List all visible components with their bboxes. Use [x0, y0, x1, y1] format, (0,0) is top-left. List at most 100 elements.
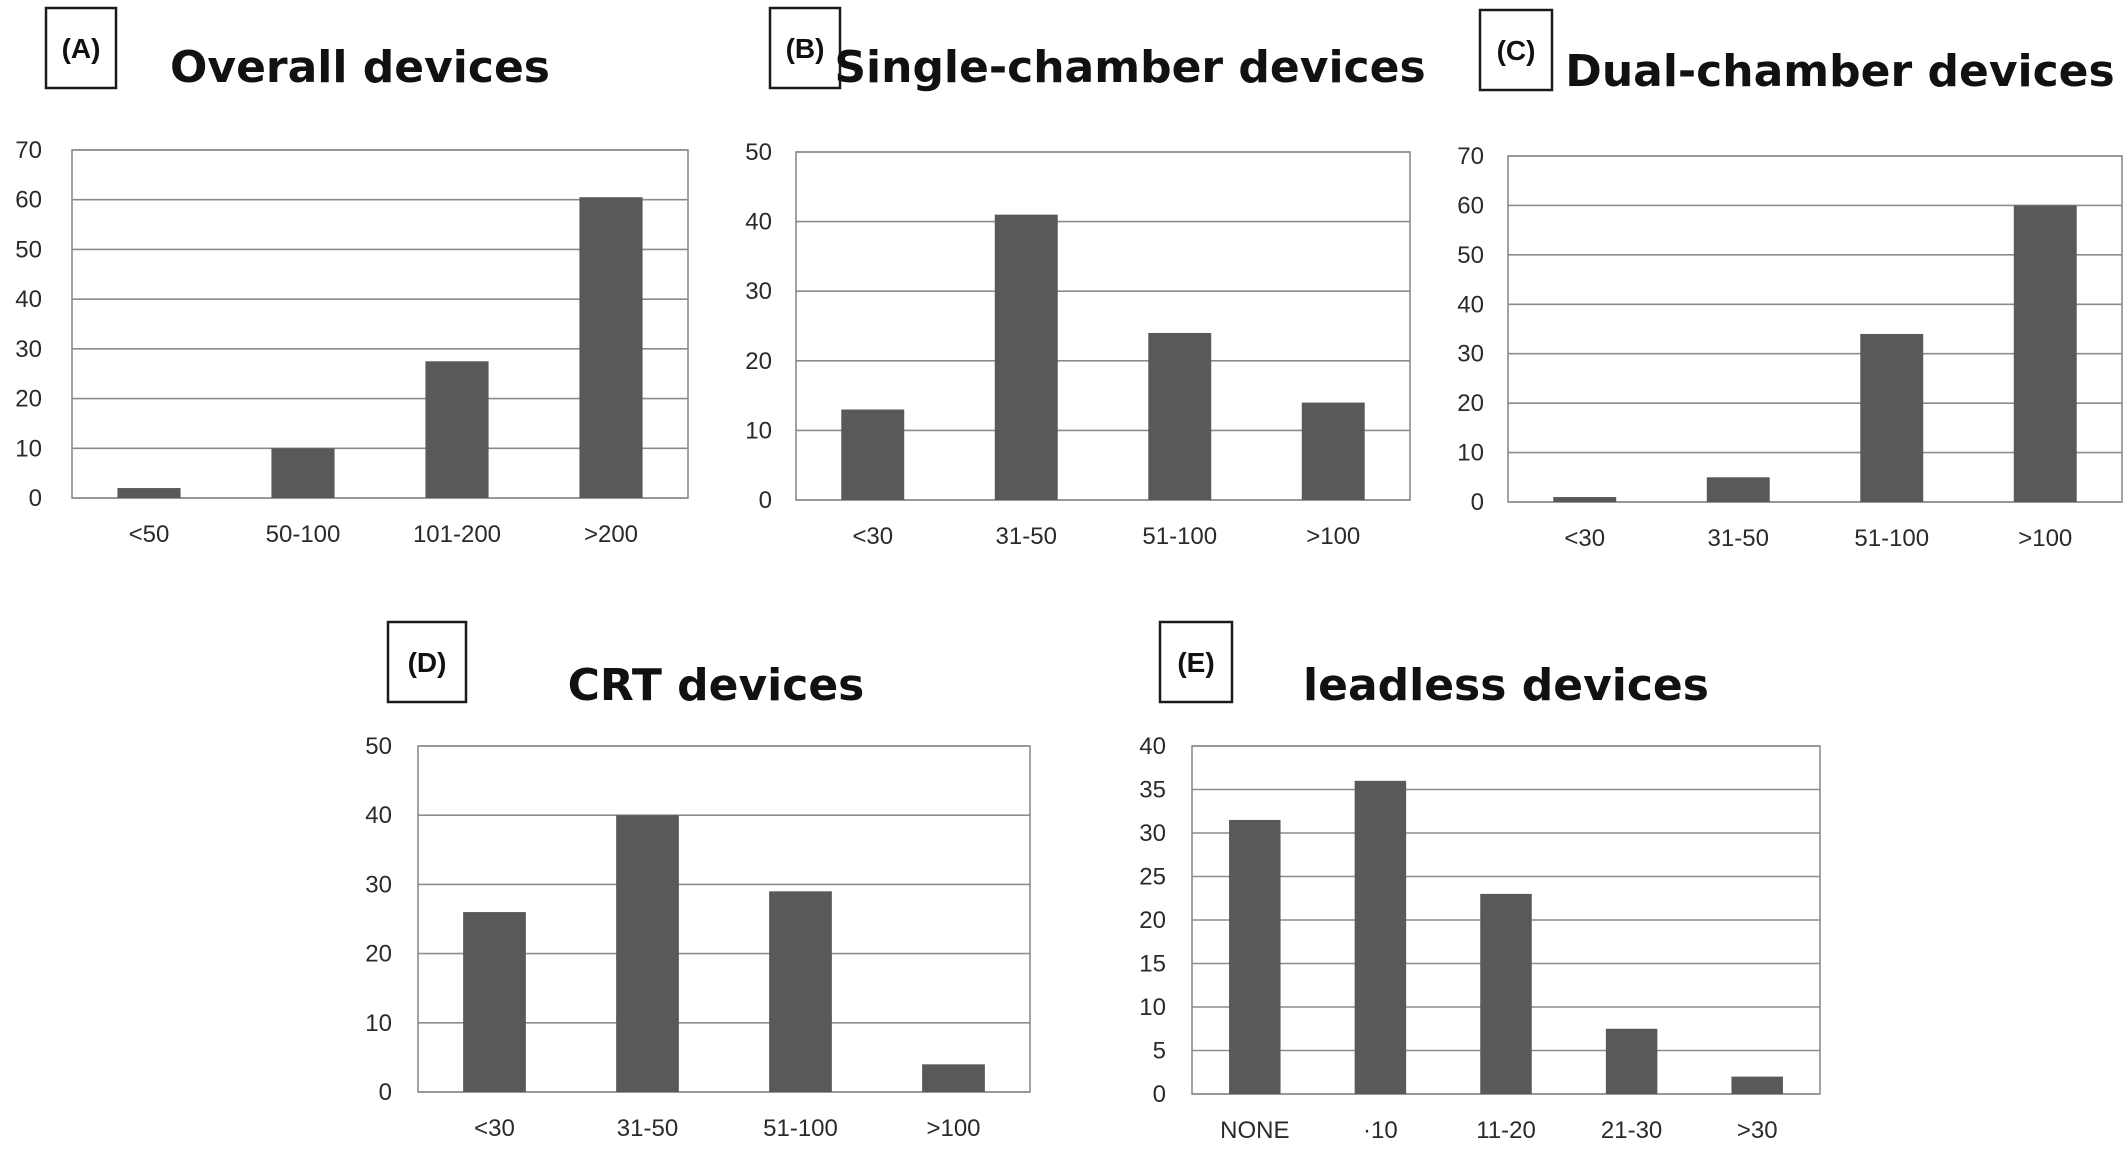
panel-b-chart: (B) Single-chamber devices 0 10 20 30 40 50 <30 3…: [745, 6, 1426, 550]
panel-d-y-tick-label: 40: [365, 802, 392, 829]
panel-c-x-tick-label: >100: [2018, 525, 2072, 552]
panel-d-x-tick-label: <30: [474, 1115, 515, 1142]
panel-c-chart: (C) Dual-chamber devices 0 10 20 30 40 50 60 70 <3…: [1457, 8, 2123, 552]
panel-d-y-tick-label: 10: [365, 1010, 392, 1037]
panel-a-y-tick-label: 20: [15, 386, 42, 413]
panel-e-tag-label: (E): [1177, 647, 1214, 678]
panel-e-bar: [1605, 1028, 1658, 1094]
panel-a-tag-box: [44, 6, 118, 90]
panel-c-bar: [1860, 333, 1924, 502]
panel-e-y-tick-label: 25: [1139, 864, 1166, 891]
panel-e-x-tick-label: ·10: [1363, 1117, 1398, 1144]
panel-e-bar: [1229, 819, 1281, 1094]
panel-b-title: Single-chamber devices: [834, 42, 1425, 93]
panel-e-y-tick-label: 5: [1153, 1038, 1166, 1065]
panel-d-tag-label: (D): [408, 647, 447, 678]
panel-a-chart: (A) Overall devices 0 10 20 30 40 50 60 70 <50 50-1…: [15, 6, 689, 548]
panel-e-y-tick-label: 30: [1139, 820, 1166, 847]
panel-c-y-tick-label: 50: [1457, 242, 1484, 269]
panel-c-y-tick-label: 30: [1457, 341, 1484, 368]
panel-e-y-tick-label: 40: [1139, 733, 1166, 760]
panel-a-bar: [579, 197, 643, 498]
panel-a-y-tick-label: 50: [15, 236, 42, 263]
panel-c-bar: [2013, 205, 2077, 502]
panel-a-y-tick-label: 70: [15, 137, 42, 164]
panel-d-x-tick-label: 31-50: [617, 1115, 678, 1142]
panel-c-x-tick-label: 51-100: [1854, 525, 1929, 552]
panel-d-x-tick-label: 51-100: [763, 1115, 838, 1142]
panel-b-y-tick-label: 10: [745, 417, 772, 444]
panel-a-y-tick-label: 30: [15, 336, 42, 363]
panel-a-bar: [425, 361, 489, 498]
panel-d-bar: [922, 1064, 985, 1092]
panel-c-bar: [1706, 477, 1770, 502]
panel-e-x-tick-label: 21-30: [1601, 1117, 1662, 1144]
panel-e-title: leadless devices: [1303, 660, 1709, 711]
panel-e-y-tick-label: 10: [1139, 994, 1166, 1021]
panel-a-y-tick-label: 10: [15, 435, 42, 462]
panel-e-bar: [1480, 893, 1532, 1094]
panel-b-y-tick-label: 30: [745, 278, 772, 305]
panel-b-x-tick-label: <30: [852, 523, 893, 550]
panel-b-tag-box: [768, 6, 842, 90]
panel-c-y-tick-label: 20: [1457, 390, 1484, 417]
panel-d-bar: [616, 815, 679, 1092]
panel-e-y-tick-label: 15: [1139, 951, 1166, 978]
panel-e-y-tick-label: 0: [1153, 1081, 1166, 1108]
panel-b-bar: [1148, 332, 1212, 500]
panel-d-y-tick-label: 0: [379, 1079, 392, 1106]
panel-b-y-tick-label: 20: [745, 348, 772, 375]
panel-a-tag-label: (A): [62, 33, 101, 64]
panel-e-x-tick-label: NONE: [1220, 1117, 1289, 1144]
panel-c-x-tick-label: <30: [1564, 525, 1605, 552]
panel-d-y-tick-label: 20: [365, 941, 392, 968]
panel-a-title: Overall devices: [170, 42, 550, 93]
panel-d-bar: [769, 891, 832, 1092]
panel-a-x-tick-label: <50: [129, 521, 170, 548]
panel-b-bar: [1301, 402, 1365, 500]
panel-c-tag-box: [1478, 8, 1554, 92]
panel-a-bar: [271, 448, 335, 498]
panel-c-y-tick-label: 0: [1471, 489, 1484, 516]
panel-d-title: CRT devices: [568, 660, 865, 711]
panel-b-bar: [841, 409, 905, 500]
panel-c-y-tick-label: 40: [1457, 291, 1484, 318]
panel-d-tag-box: [386, 620, 468, 704]
panel-c-y-tick-label: 70: [1457, 143, 1484, 170]
panel-e-x-tick-label: >30: [1737, 1117, 1778, 1144]
panel-b-x-tick-label: 31-50: [996, 523, 1057, 550]
panel-b-y-tick-label: 50: [745, 139, 772, 166]
panel-c-title: Dual-chamber devices: [1565, 46, 2114, 97]
panel-c-x-tick-label: 31-50: [1708, 525, 1769, 552]
panel-d-x-tick-label: >100: [926, 1115, 980, 1142]
panel-a-x-tick-label: 101-200: [413, 521, 501, 548]
panel-e-chart: (E) leadless devices 0 5 10 15 20 25 30 35 40 NONE ·…: [1139, 620, 1821, 1144]
panel-d-y-tick-label: 50: [365, 733, 392, 760]
panel-a-bar: [117, 488, 181, 498]
panel-c-y-tick-label: 60: [1457, 192, 1484, 219]
panel-b-tag-label: (B): [786, 33, 825, 64]
panel-b-bar: [994, 214, 1058, 500]
panel-c-tag-label: (C): [1497, 35, 1536, 66]
panel-b-x-tick-label: 51-100: [1142, 523, 1217, 550]
panel-e-y-tick-label: 35: [1139, 777, 1166, 804]
panel-b-x-tick-label: >100: [1306, 523, 1360, 550]
panel-a-y-tick-label: 0: [29, 485, 42, 512]
panel-a-y-tick-label: 60: [15, 187, 42, 214]
panel-b-y-tick-label: 0: [759, 487, 772, 514]
panel-d-bar: [463, 912, 526, 1092]
panel-c-bar: [1553, 497, 1617, 502]
panel-e-x-tick-label: 11-20: [1476, 1117, 1536, 1144]
panel-d-y-tick-label: 30: [365, 871, 392, 898]
panel-e-y-tick-label: 20: [1139, 907, 1166, 934]
panel-b-y-tick-label: 40: [745, 209, 772, 236]
panel-e-bar: [1731, 1076, 1783, 1094]
panel-c-y-tick-label: 10: [1457, 440, 1484, 467]
panel-a-x-tick-label: 50-100: [266, 521, 341, 548]
panel-e-bar: [1354, 780, 1407, 1094]
panel-d-chart: (D) CRT devices 0 10 20 30 40 50 <30 31-50 51-100 >…: [365, 620, 1031, 1142]
panel-e-tag-box: [1158, 620, 1234, 704]
panel-a-y-tick-label: 40: [15, 286, 42, 313]
panel-a-x-tick-label: >200: [584, 521, 638, 548]
